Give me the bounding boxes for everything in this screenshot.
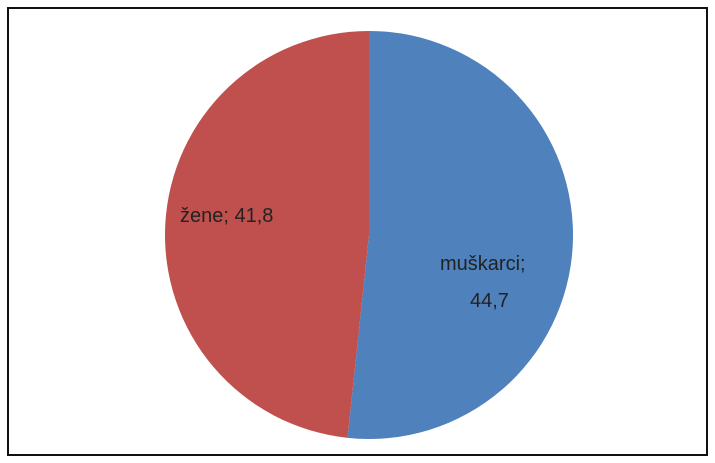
- pie-slice: [347, 31, 574, 440]
- pie-slice: [165, 31, 369, 438]
- data-label: žene; 41,8: [180, 205, 273, 227]
- data-label-line: muškarci;: [440, 253, 531, 275]
- data-label: muškarci; 44,7: [440, 253, 531, 312]
- data-label-line: 44,7: [470, 290, 509, 312]
